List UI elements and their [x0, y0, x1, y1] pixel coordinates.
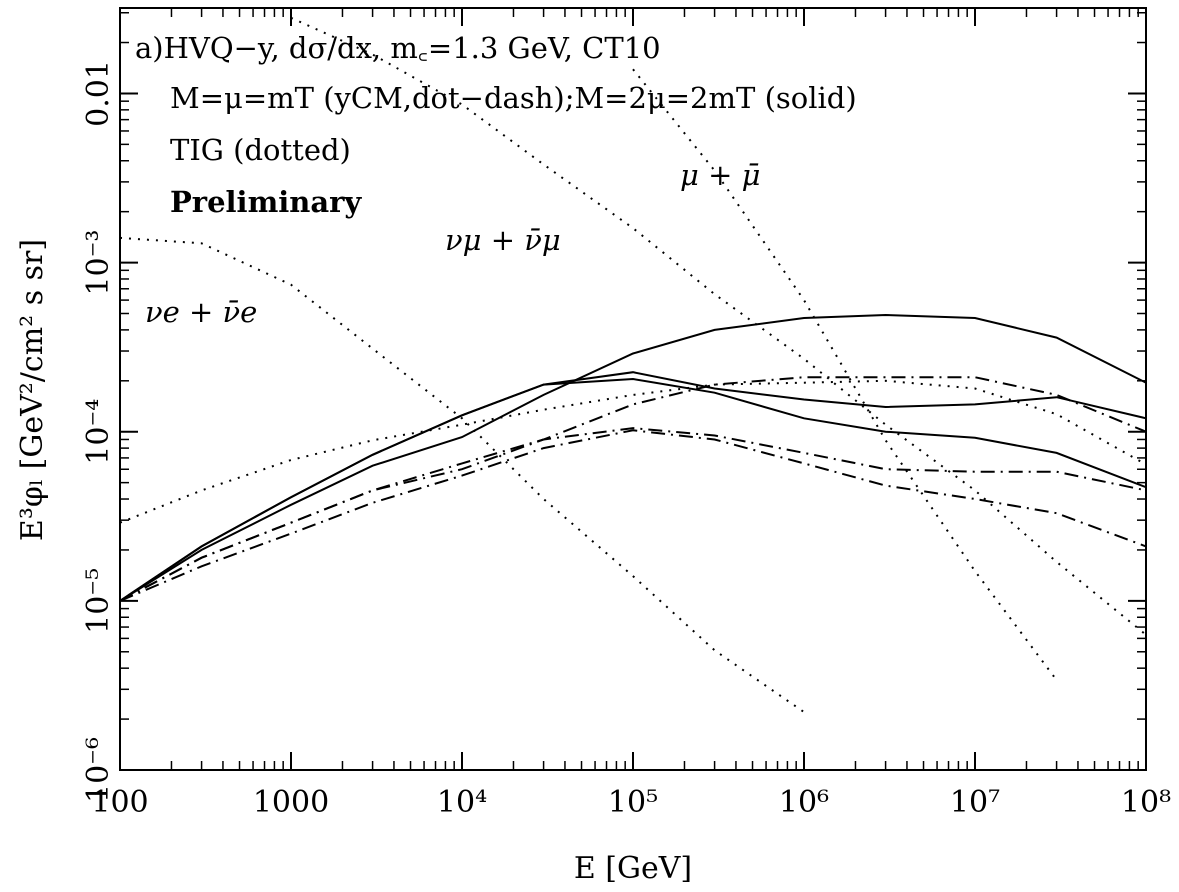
annotation: νe + ν̄e — [145, 295, 257, 329]
series-line — [120, 377, 1146, 602]
x-tick-label: 10⁵ — [608, 785, 658, 820]
series-line — [120, 376, 1146, 602]
x-tick-label: 10⁴ — [437, 785, 487, 820]
series-line — [120, 427, 1146, 602]
annotation: TIG (dotted) — [170, 133, 351, 167]
x-axis-label: E [GeV] — [574, 851, 692, 886]
series-line — [120, 429, 1146, 602]
series-line — [632, 68, 1058, 681]
plot-frame — [119, 7, 1147, 771]
annotation: μ + μ̄ — [680, 158, 760, 192]
y-tick-label: 10⁻⁶ — [81, 737, 116, 803]
y-tick-label: 10⁻⁵ — [81, 568, 116, 634]
y-tick-label: 10⁻⁴ — [81, 399, 116, 465]
annotation: M=μ=mT (yCM,dot−dash);M=2μ=2mT (solid) — [170, 81, 857, 115]
series-line — [120, 379, 1146, 524]
annotation: νμ + ν̄μ — [445, 223, 561, 257]
annotation: Preliminary — [170, 185, 362, 219]
annotation: a)HVQ−y, dσ/dx, m꜀=1.3 GeV, CT10 — [135, 31, 661, 65]
series-line — [120, 371, 1146, 602]
x-tick-label: 10⁷ — [950, 785, 1000, 820]
series-line — [120, 313, 1146, 602]
y-axis-label: E³φₗ [GeV²/cm² s sr] — [15, 239, 50, 541]
y-tick-label: 0.01 — [81, 60, 116, 127]
x-tick-label: 10⁶ — [779, 785, 829, 820]
plot-area — [120, 16, 1146, 713]
x-tick-label: 10⁸ — [1121, 785, 1171, 820]
x-tick-label: 1000 — [253, 785, 329, 820]
y-tick-label: 10⁻³ — [81, 230, 116, 296]
x-tick-label: 100 — [91, 785, 148, 820]
series-line — [120, 236, 805, 713]
